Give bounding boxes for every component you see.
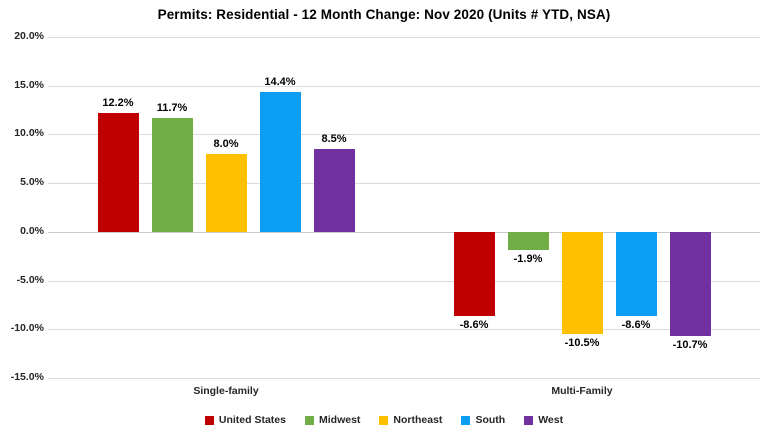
bar-united-states-single-family	[97, 113, 139, 232]
bar-south-single-family	[259, 91, 301, 232]
y-axis-tick-label: 10.0%	[14, 127, 44, 140]
bar-value-label: 11.7%	[156, 101, 188, 114]
zero-gridline	[48, 231, 760, 233]
legend-item-midwest: Midwest	[305, 414, 360, 426]
legend-swatch-icon	[204, 415, 214, 425]
bar-midwest-multi-family	[507, 231, 549, 251]
bar-northeast-single-family	[205, 153, 247, 232]
bar-value-label: -10.5%	[564, 337, 600, 350]
gridline	[48, 378, 760, 379]
legend-label: West	[538, 414, 564, 426]
legend-swatch-icon	[305, 415, 314, 425]
legend-swatch-icon	[461, 415, 471, 425]
bar-midwest-single-family	[151, 117, 193, 232]
gridline	[48, 280, 760, 282]
y-axis-tick-label: -10.0%	[10, 322, 44, 335]
bar-south-multi-family	[615, 231, 657, 316]
y-axis-tick-label: -15.0%	[10, 371, 44, 383]
bar-value-label: 8.5%	[321, 133, 347, 145]
bar-value-label: -8.6%	[459, 318, 489, 331]
bar-value-label: 8.0%	[213, 137, 239, 150]
gridline	[48, 183, 760, 185]
y-axis-tick-label: -5.0%	[16, 273, 44, 286]
legend-item-northeast: Northeast	[379, 414, 442, 426]
chart-title: Permits: Residential - 12 Month Change: …	[157, 7, 611, 22]
gridline	[48, 85, 760, 87]
gridline	[48, 134, 760, 136]
legend-label: South	[475, 414, 506, 426]
category-label-multi-family: Multi-Family	[551, 385, 613, 397]
legend: United States Midwest Northeast South West	[0, 414, 768, 426]
bar-northeast-multi-family	[561, 231, 603, 335]
bar-value-label: -8.6%	[621, 318, 651, 331]
legend-item-west: West	[524, 414, 563, 426]
bar-value-label: 14.4%	[264, 75, 296, 88]
category-label-single-family: Single-family	[193, 385, 259, 397]
gridline	[48, 37, 760, 38]
bar-west-single-family	[313, 149, 355, 232]
legend-swatch-icon	[524, 415, 534, 425]
bar-value-label: -1.9%	[513, 253, 543, 266]
y-axis-tick-label: 0.0%	[20, 224, 44, 237]
legend-swatch-icon	[379, 415, 389, 425]
y-axis-tick-label: 20.0%	[14, 30, 44, 42]
legend-item-united-states: United States	[204, 414, 286, 426]
bar-value-label: -10.7%	[672, 339, 708, 352]
bar-west-multi-family	[669, 231, 711, 337]
y-axis-tick-label: 15.0%	[14, 78, 44, 91]
legend-label: Northeast	[393, 414, 443, 426]
bar-value-label: 12.2%	[102, 97, 134, 109]
legend-label: Midwest	[319, 414, 361, 426]
bar-united-states-multi-family	[453, 231, 495, 316]
legend-item-south: South	[461, 414, 505, 426]
y-axis-tick-label: 5.0%	[20, 176, 44, 189]
legend-label: United States	[218, 414, 286, 426]
gridline	[48, 329, 760, 331]
